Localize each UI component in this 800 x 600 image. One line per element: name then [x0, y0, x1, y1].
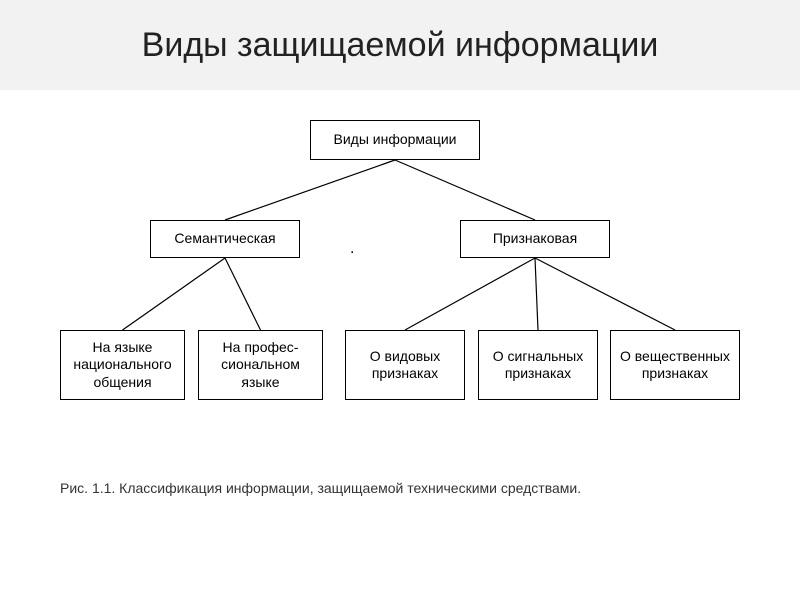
tree-node-root: Виды информации [310, 120, 480, 160]
tree-node-sig: О сигнальных признаках [478, 330, 598, 400]
figure-caption: Рис. 1.1. Классификация информации, защи… [60, 480, 581, 496]
diagram-area: Виды информации Семантическая Признаковая Н… [60, 120, 740, 460]
tree-node-vesh: О вещественных признаках [610, 330, 740, 400]
decorative-dot: . [350, 240, 354, 258]
tree-node-natlng: На языке национального общения [60, 330, 185, 400]
slide: Виды защищаемой информации Виды информац… [0, 0, 800, 600]
tree-node-feat: Признаковая [460, 220, 610, 258]
tree-node-sem: Семантическая [150, 220, 300, 258]
title-band: Виды защищаемой информации [0, 0, 800, 90]
tree-node-prolng: На профес-сиональном языке [198, 330, 323, 400]
caption-row: Рис. 1.1. Классификация информации, защи… [60, 480, 740, 496]
slide-title: Виды защищаемой информации [142, 26, 659, 65]
tree-node-vid: О видовых признаках [345, 330, 465, 400]
